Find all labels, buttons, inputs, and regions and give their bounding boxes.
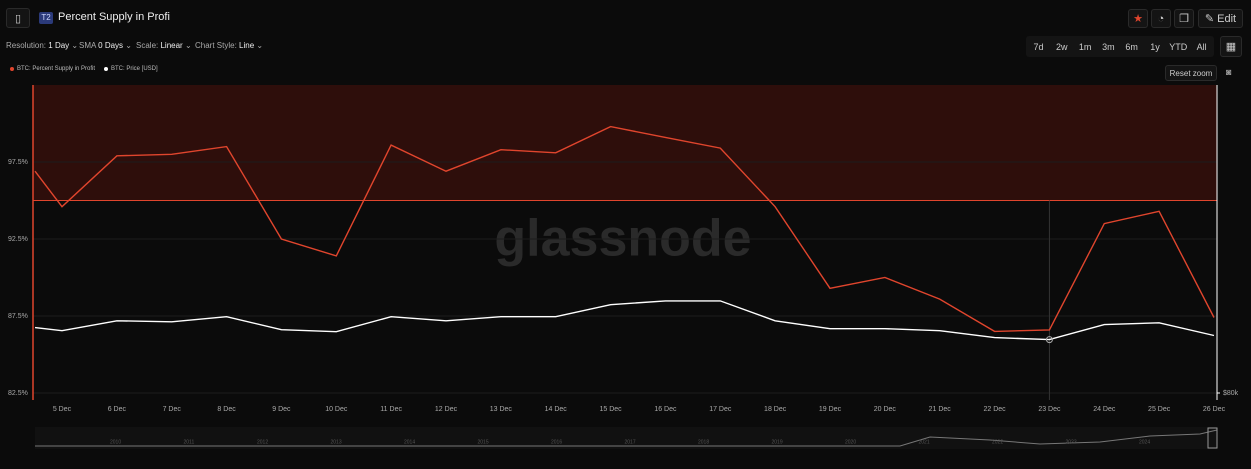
x-tick-label: 26 Dec xyxy=(1203,406,1226,413)
legend-dot xyxy=(10,67,14,71)
value: Linear xyxy=(160,41,183,50)
screenshot[interactable]: ◙ xyxy=(1226,67,1232,77)
hover-point xyxy=(1045,336,1053,344)
legend-label: BTC: Price [USD] xyxy=(111,66,158,72)
range-button[interactable]: 3m xyxy=(1102,41,1115,52)
x-tick-label: 21 Dec xyxy=(929,406,952,413)
x-tick-label: 20 Dec xyxy=(874,406,897,413)
navigator-year: 2023 xyxy=(1066,439,1077,445)
x-tick-label: 16 Dec xyxy=(654,406,677,413)
range-button[interactable]: YTD xyxy=(1169,41,1188,52)
label: SMA xyxy=(79,41,96,50)
y-tick-label: 92.5% xyxy=(8,236,28,243)
copy[interactable]: ❐ xyxy=(1174,9,1194,28)
x-tick-label: 14 Dec xyxy=(545,406,568,413)
range-bar xyxy=(1026,36,1214,57)
x-tick-label: 8 Dec xyxy=(217,406,236,413)
chart-style[interactable]: Chart Style: Line ⌄ xyxy=(195,41,264,50)
x-tick-label: 13 Dec xyxy=(490,406,513,413)
legend-dot xyxy=(104,67,108,71)
series-line xyxy=(34,300,1215,341)
range-button[interactable]: 2w xyxy=(1056,41,1068,52)
edit-button[interactable]: ✎ Edit xyxy=(1198,9,1243,28)
navigator-year: 2011 xyxy=(184,439,195,445)
range-button[interactable]: 7d xyxy=(1033,41,1044,52)
x-tick-label: 18 Dec xyxy=(764,406,787,413)
calendar[interactable]: ▦ xyxy=(1220,36,1242,57)
navigator-year: 2024 xyxy=(1139,439,1150,445)
x-tick-label: 24 Dec xyxy=(1093,406,1116,413)
title: Percent Supply in Profi xyxy=(58,11,170,23)
navigator-year: 2014 xyxy=(404,439,415,445)
navigator-year: 2021 xyxy=(919,439,930,445)
navigator xyxy=(35,427,1217,449)
x-tick-label: 23 Dec xyxy=(1038,406,1061,413)
navigator-year: 2019 xyxy=(772,439,783,445)
x-tick-label: 25 Dec xyxy=(1148,406,1171,413)
alert[interactable]: ◔ xyxy=(1151,9,1171,28)
navigator-year: 2020 xyxy=(845,439,856,445)
navigator-year: 2013 xyxy=(331,439,342,445)
resolution[interactable]: Resolution: 1 Day ⌄ xyxy=(6,41,79,50)
navigator-year: 2010 xyxy=(110,439,121,445)
value: Line xyxy=(239,41,255,50)
label: Chart Style: xyxy=(195,41,237,50)
navigator-year: 2018 xyxy=(698,439,709,445)
navigator-line xyxy=(35,429,1218,447)
reset-zoom[interactable]: Reset zoom xyxy=(1165,65,1217,81)
y-tick-label: 87.5% xyxy=(8,313,28,320)
x-tick-label: 17 Dec xyxy=(709,406,732,413)
navigator-handle[interactable] xyxy=(1207,427,1218,449)
x-tick-label: 6 Dec xyxy=(108,406,127,413)
scale[interactable]: Scale: Linear ⌄ xyxy=(136,41,192,50)
x-tick-label: 11 Dec xyxy=(380,406,402,413)
legend-item: BTC: Price [USD] xyxy=(104,66,158,72)
legend-item: BTC: Percent Supply in Profit xyxy=(10,66,95,72)
x-tick-label: 5 Dec xyxy=(53,406,72,413)
range-button[interactable]: All xyxy=(1196,41,1207,52)
range-button[interactable]: 6m xyxy=(1125,41,1138,52)
navigator-year: 2022 xyxy=(992,439,1003,445)
value: 0 Days xyxy=(98,41,124,50)
navigator-year: 2016 xyxy=(551,439,562,445)
navigator-year: 2012 xyxy=(257,439,268,445)
range-button[interactable]: 1y xyxy=(1150,41,1160,52)
navigator-year: 2017 xyxy=(625,439,636,445)
navigator-year: 2015 xyxy=(478,439,489,445)
sidebar-toggle[interactable]: ▯ xyxy=(6,8,30,28)
sma[interactable]: SMA 0 Days ⌄ xyxy=(79,41,132,50)
badge: T2 xyxy=(39,12,53,24)
x-tick-label: 22 Dec xyxy=(983,406,1006,413)
x-tick-label: 12 Dec xyxy=(435,406,458,413)
threshold-band xyxy=(33,85,1217,201)
label: Resolution: xyxy=(6,41,47,50)
x-tick-label: 7 Dec xyxy=(163,406,182,413)
label: Scale: xyxy=(136,41,159,50)
y2-tick-label: $80k xyxy=(1223,390,1239,397)
x-tick-label: 15 Dec xyxy=(599,406,622,413)
x-tick-label: 9 Dec xyxy=(272,406,291,413)
series-line xyxy=(34,125,1215,333)
range-button[interactable]: 1m xyxy=(1078,41,1092,52)
value: 1 Day xyxy=(48,41,70,50)
y-tick-label: 97.5% xyxy=(8,159,28,166)
legend-label: BTC: Percent Supply in Profit xyxy=(17,66,96,72)
x-tick-label: 10 Dec xyxy=(325,406,348,413)
y-tick-label: 82.5% xyxy=(8,390,28,397)
x-tick-label: 19 Dec xyxy=(819,406,842,413)
favorite[interactable]: ★ xyxy=(1128,9,1148,28)
edit-label: Edit xyxy=(1217,12,1237,25)
